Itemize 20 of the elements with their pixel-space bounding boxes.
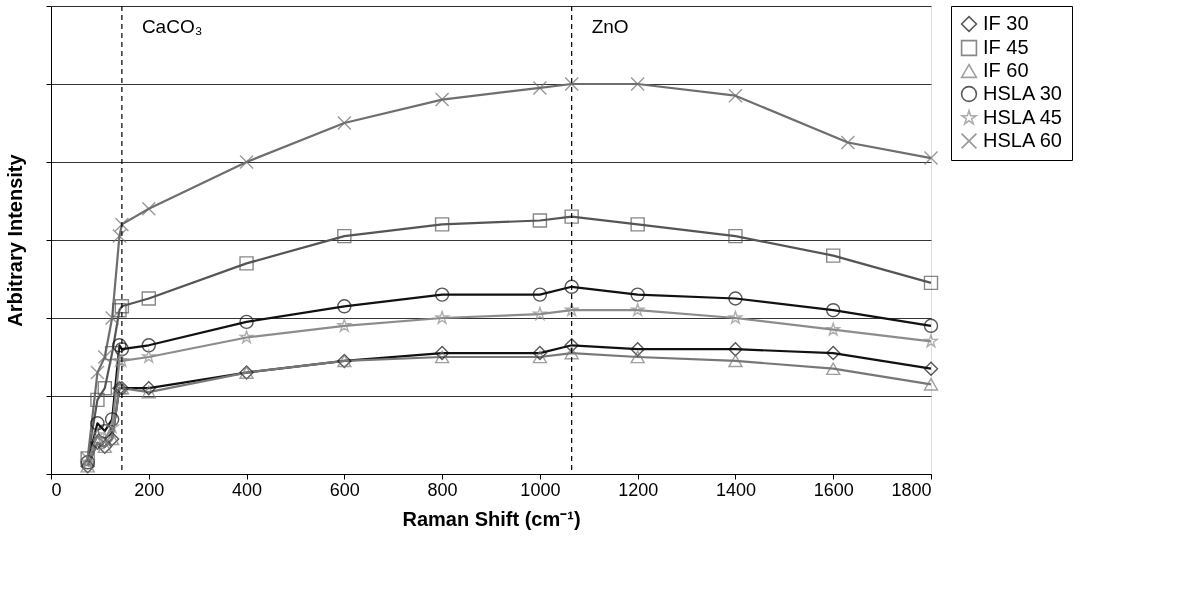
- ref-line-label: ZnO: [591, 16, 629, 37]
- x-tick-label: 1800: [891, 479, 932, 500]
- legend-label: IF 30: [983, 12, 1029, 34]
- x-tick-label: 1200: [618, 479, 659, 500]
- x-tick-label: 1400: [715, 479, 756, 500]
- ref-line-label: CaCO₃: [141, 16, 203, 37]
- legend-label: HSLA 45: [983, 106, 1062, 128]
- legend-label: IF 45: [983, 36, 1029, 58]
- legend-label: HSLA 30: [983, 82, 1062, 104]
- x-tick-label: 400: [232, 479, 263, 500]
- y-axis-title: Arbitrary Intensity: [4, 153, 26, 327]
- x-tick-label: 200: [134, 479, 165, 500]
- x-tick-label: 1600: [813, 479, 854, 500]
- x-axis-title: Raman Shift (cm⁻¹): [402, 507, 581, 530]
- legend-label: IF 60: [983, 59, 1029, 81]
- legend-label: HSLA 60: [983, 129, 1062, 151]
- x-tick-label: 800: [427, 479, 458, 500]
- x-tick-label: 600: [329, 479, 360, 500]
- x-tick-label: 0: [51, 479, 62, 500]
- x-tick-label: 1000: [520, 479, 561, 500]
